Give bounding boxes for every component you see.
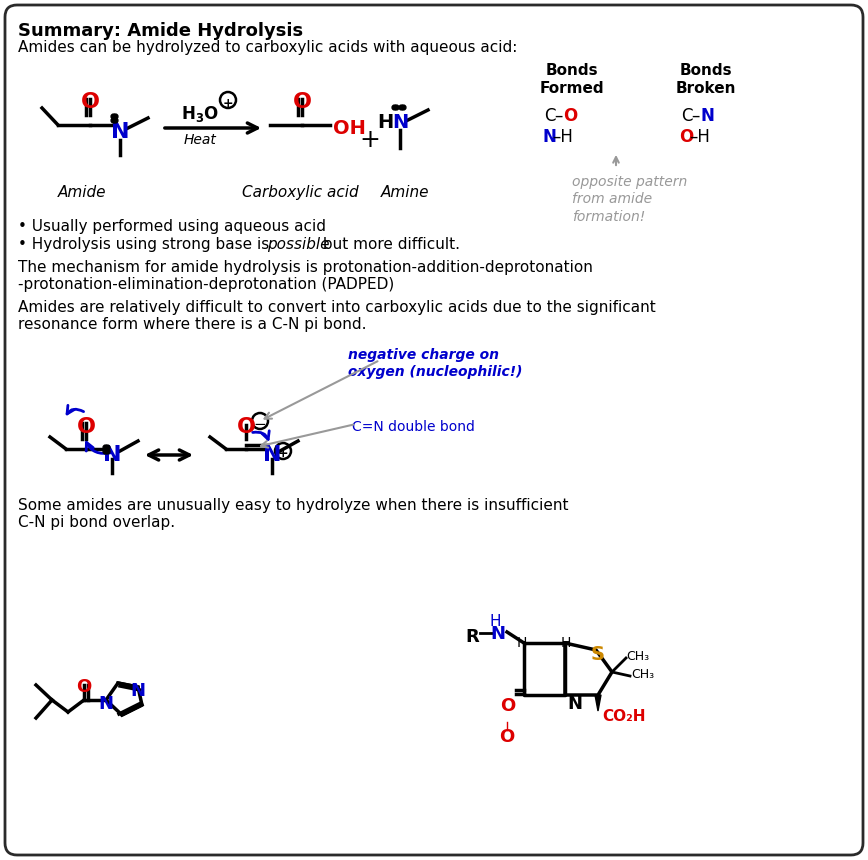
Text: possible: possible (267, 237, 330, 252)
FancyBboxPatch shape (5, 5, 863, 855)
Text: H: H (561, 636, 571, 650)
Text: S: S (591, 645, 605, 664)
Text: O: O (499, 728, 515, 746)
Text: Bonds
Formed: Bonds Formed (540, 63, 604, 96)
Text: OH: OH (333, 119, 366, 138)
Text: -protonation-elimination-deprotonation (PADPED): -protonation-elimination-deprotonation (… (18, 277, 394, 292)
Text: Heat: Heat (183, 133, 216, 147)
Text: +: + (359, 128, 380, 152)
Text: N: N (263, 445, 281, 465)
Text: Amine: Amine (381, 185, 430, 200)
Text: CO₂H: CO₂H (602, 709, 646, 724)
Text: O: O (563, 107, 577, 125)
Text: N: N (700, 107, 713, 125)
Text: Bonds
Broken: Bonds Broken (676, 63, 736, 96)
Text: CH₃: CH₃ (626, 650, 649, 663)
Text: Summary: Amide Hydrolysis: Summary: Amide Hydrolysis (18, 22, 303, 40)
Text: but more difficult.: but more difficult. (318, 237, 460, 252)
Text: –: – (554, 107, 562, 125)
Text: Carboxylic acid: Carboxylic acid (241, 185, 358, 200)
Text: Amides can be hydrolyzed to carboxylic acids with aqueous acid:: Amides can be hydrolyzed to carboxylic a… (18, 40, 517, 55)
Text: C=N double bond: C=N double bond (352, 420, 475, 434)
Text: N: N (102, 445, 122, 465)
Text: Some amides are unusually easy to hydrolyze when there is insufficient: Some amides are unusually easy to hydrol… (18, 498, 569, 513)
Text: Amide: Amide (58, 185, 106, 200)
Text: negative charge on
oxygen (nucleophilic!): negative charge on oxygen (nucleophilic!… (348, 348, 523, 379)
Text: O: O (76, 678, 92, 696)
Text: C: C (681, 107, 693, 125)
Text: –: – (691, 107, 700, 125)
Text: O: O (236, 417, 255, 437)
Text: opposite pattern
from amide
formation!: opposite pattern from amide formation! (572, 175, 687, 224)
Text: R: R (465, 628, 479, 646)
Text: The mechanism for amide hydrolysis is protonation-addition-deprotonation: The mechanism for amide hydrolysis is pr… (18, 260, 593, 275)
Text: Amides are relatively difficult to convert into carboxylic acids due to the sign: Amides are relatively difficult to conve… (18, 300, 655, 315)
Text: O: O (500, 697, 516, 715)
Text: O: O (293, 92, 312, 112)
Text: H: H (490, 614, 501, 629)
Polygon shape (595, 695, 601, 711)
Text: • Usually performed using aqueous acid: • Usually performed using aqueous acid (18, 219, 326, 234)
Text: N: N (490, 625, 505, 643)
Text: H: H (377, 113, 393, 132)
Text: • Hydrolysis using strong base is: • Hydrolysis using strong base is (18, 237, 274, 252)
Text: $\mathbf{H_3O}$: $\mathbf{H_3O}$ (181, 104, 219, 124)
Text: O: O (81, 92, 100, 112)
Text: N: N (542, 128, 556, 146)
Text: –H: –H (552, 128, 573, 146)
Text: C-N pi bond overlap.: C-N pi bond overlap. (18, 515, 175, 530)
Text: C: C (544, 107, 556, 125)
Text: N: N (98, 695, 114, 713)
Text: N: N (391, 113, 408, 132)
Text: N: N (111, 122, 129, 142)
Text: O: O (76, 417, 95, 437)
Text: –H: –H (689, 128, 710, 146)
Text: O: O (679, 128, 694, 146)
Text: N: N (567, 695, 582, 713)
Text: −: − (253, 417, 266, 432)
Text: +: + (223, 97, 233, 110)
Text: CH₃: CH₃ (631, 668, 654, 681)
Text: +: + (278, 447, 288, 460)
Text: H: H (516, 636, 527, 650)
Text: N: N (130, 682, 146, 700)
Text: resonance form where there is a C-N pi bond.: resonance form where there is a C-N pi b… (18, 317, 366, 332)
